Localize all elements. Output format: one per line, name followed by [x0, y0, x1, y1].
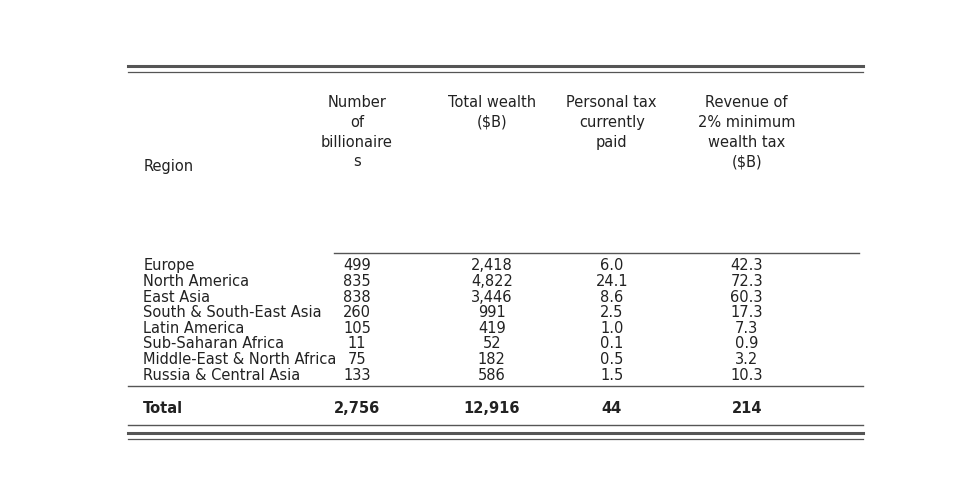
Text: 419: 419	[478, 320, 506, 335]
Text: Europe: Europe	[143, 258, 194, 273]
Text: 1.5: 1.5	[601, 367, 624, 382]
Text: 52: 52	[483, 336, 501, 351]
Text: 12,916: 12,916	[463, 400, 520, 415]
Text: 42.3: 42.3	[730, 258, 763, 273]
Text: 72.3: 72.3	[730, 274, 763, 289]
Text: Region: Region	[143, 159, 193, 174]
Text: 44: 44	[601, 400, 622, 415]
Text: 6.0: 6.0	[601, 258, 624, 273]
Text: 182: 182	[478, 351, 506, 366]
Text: 499: 499	[343, 258, 370, 273]
Text: Total: Total	[143, 400, 184, 415]
Text: Personal tax
currently
paid: Personal tax currently paid	[567, 95, 657, 149]
Text: 2,418: 2,418	[471, 258, 513, 273]
Text: 2,756: 2,756	[334, 400, 380, 415]
Text: 0.9: 0.9	[735, 336, 758, 351]
Text: 60.3: 60.3	[730, 289, 763, 304]
Text: 1.0: 1.0	[601, 320, 624, 335]
Text: 7.3: 7.3	[735, 320, 758, 335]
Text: 105: 105	[343, 320, 371, 335]
Text: Sub-Saharan Africa: Sub-Saharan Africa	[143, 336, 284, 351]
Text: Latin America: Latin America	[143, 320, 245, 335]
Text: 0.1: 0.1	[601, 336, 624, 351]
Text: 4,822: 4,822	[471, 274, 513, 289]
Text: South & South-East Asia: South & South-East Asia	[143, 305, 322, 320]
Text: 10.3: 10.3	[730, 367, 763, 382]
Text: Russia & Central Asia: Russia & Central Asia	[143, 367, 301, 382]
Text: 214: 214	[731, 400, 762, 415]
Text: 24.1: 24.1	[596, 274, 628, 289]
Text: 0.5: 0.5	[601, 351, 624, 366]
Text: 835: 835	[343, 274, 370, 289]
Text: North America: North America	[143, 274, 249, 289]
Text: 17.3: 17.3	[730, 305, 763, 320]
Text: 2.5: 2.5	[601, 305, 624, 320]
Text: 75: 75	[347, 351, 366, 366]
Text: 3.2: 3.2	[735, 351, 758, 366]
Text: 260: 260	[343, 305, 371, 320]
Text: Revenue of
2% minimum
wealth tax
($B): Revenue of 2% minimum wealth tax ($B)	[698, 95, 796, 169]
Text: 11: 11	[348, 336, 366, 351]
Text: 133: 133	[343, 367, 370, 382]
Text: Total wealth
($B): Total wealth ($B)	[448, 95, 536, 130]
Text: 586: 586	[478, 367, 506, 382]
Text: Middle-East & North Africa: Middle-East & North Africa	[143, 351, 337, 366]
Text: 991: 991	[478, 305, 506, 320]
Text: 3,446: 3,446	[471, 289, 513, 304]
Text: Number
of
billionaire
s: Number of billionaire s	[321, 95, 393, 169]
Text: East Asia: East Asia	[143, 289, 211, 304]
Text: 8.6: 8.6	[601, 289, 624, 304]
Text: 838: 838	[343, 289, 370, 304]
